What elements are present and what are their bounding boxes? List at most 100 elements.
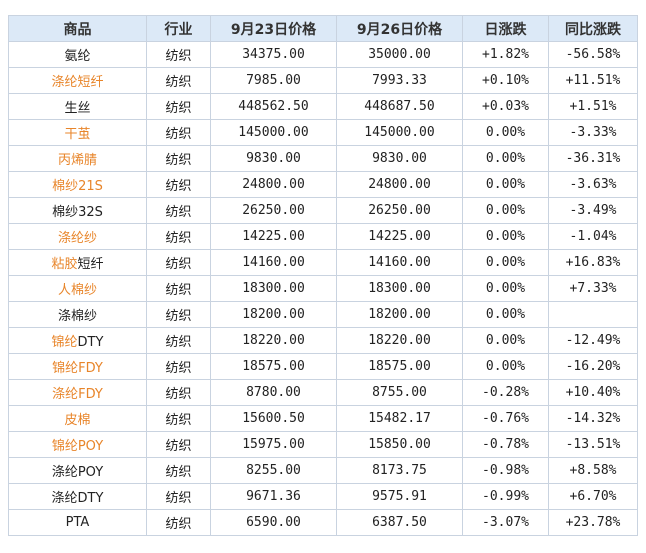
cell-daily-change: 0.00% (462, 249, 549, 276)
col-header-price-0923: 9月23日价格 (210, 15, 337, 42)
cell-commodity: 涤纶短纤 (8, 67, 147, 94)
cell-price-0923: 8255.00 (210, 457, 337, 484)
cell-industry: 纺织 (146, 275, 211, 302)
cell-industry: 纺织 (146, 379, 211, 406)
table-row: 涤棉纱 纺织 18200.00 18200.00 0.00% (8, 301, 638, 328)
cell-commodity: 涤纶DTY (8, 483, 147, 510)
cell-price-0926: 9575.91 (336, 483, 463, 510)
cell-price-0926: 18220.00 (336, 327, 463, 354)
cell-yoy-change: +10.40% (548, 379, 638, 406)
commodity-link[interactable]: 棉纱21S (52, 179, 103, 194)
cell-commodity: 锦纶DTY (8, 327, 147, 354)
commodity-link[interactable]: 涤纶短纤 (51, 75, 104, 90)
table-row: 锦纶FDY 纺织 18575.00 18575.00 0.00% -16.20% (8, 353, 638, 380)
cell-commodity: 锦纶FDY (8, 353, 147, 380)
cell-commodity: 生丝 (8, 93, 147, 120)
cell-daily-change: +0.10% (462, 67, 549, 94)
col-header-daily-change: 日涨跌 (462, 15, 549, 42)
cell-price-0923: 145000.00 (210, 119, 337, 146)
table-row: 粘胶短纤 纺织 14160.00 14160.00 0.00% +16.83% (8, 249, 638, 276)
cell-daily-change: 0.00% (462, 353, 549, 380)
cell-price-0923: 18300.00 (210, 275, 337, 302)
cell-price-0926: 15482.17 (336, 405, 463, 432)
table-row: 锦纶POY 纺织 15975.00 15850.00 -0.78% -13.51% (8, 431, 638, 458)
cell-commodity: 棉纱21S (8, 171, 147, 198)
cell-daily-change: -3.07% (462, 509, 549, 536)
cell-price-0926: 9830.00 (336, 145, 463, 172)
cell-price-0926: 15850.00 (336, 431, 463, 458)
cell-commodity: 涤棉纱 (8, 301, 147, 328)
cell-yoy-change: -3.49% (548, 197, 638, 224)
cell-price-0926: 448687.50 (336, 93, 463, 120)
cell-commodity: 丙烯腈 (8, 145, 147, 172)
cell-price-0926: 14225.00 (336, 223, 463, 250)
table-row: PTA 纺织 6590.00 6387.50 -3.07% +23.78% (8, 509, 638, 536)
table-body: 氨纶 纺织 34375.00 35000.00 +1.82% -56.58% 涤纶短纤 纺织 7… (8, 41, 638, 536)
table-row: 生丝 纺织 448562.50 448687.50 +0.03% +1.51% (8, 93, 638, 120)
cell-commodity: 人棉纱 (8, 275, 147, 302)
commodity-link[interactable]: 锦纶 (51, 335, 78, 350)
cell-yoy-change: +8.58% (548, 457, 638, 484)
cell-commodity: PTA (8, 509, 147, 536)
table-row: 涤纶FDY 纺织 8780.00 8755.00 -0.28% +10.40% (8, 379, 638, 406)
commodity-link[interactable]: 锦纶FDY (52, 361, 103, 376)
cell-yoy-change (548, 301, 638, 328)
cell-daily-change: +0.03% (462, 93, 549, 120)
cell-commodity: 皮棉 (8, 405, 147, 432)
commodity-name: 氨纶 (64, 49, 91, 64)
col-header-commodity: 商品 (8, 15, 147, 42)
cell-price-0926: 8755.00 (336, 379, 463, 406)
cell-price-0923: 24800.00 (210, 171, 337, 198)
commodity-link[interactable]: 涤纶纱 (57, 231, 97, 246)
col-header-yoy-change: 同比涨跌 (548, 15, 638, 42)
cell-daily-change: 0.00% (462, 145, 549, 172)
cell-industry: 纺织 (146, 457, 211, 484)
commodity-link[interactable]: 丙烯腈 (57, 153, 97, 168)
cell-yoy-change: +6.70% (548, 483, 638, 510)
cell-price-0923: 18220.00 (210, 327, 337, 354)
cell-price-0926: 8173.75 (336, 457, 463, 484)
cell-price-0926: 18200.00 (336, 301, 463, 328)
cell-price-0926: 35000.00 (336, 41, 463, 68)
cell-yoy-change: -16.20% (548, 353, 638, 380)
cell-yoy-change: +16.83% (548, 249, 638, 276)
cell-daily-change: 0.00% (462, 171, 549, 198)
cell-price-0926: 7993.33 (336, 67, 463, 94)
cell-industry: 纺织 (146, 327, 211, 354)
cell-daily-change: 0.00% (462, 119, 549, 146)
cell-price-0923: 448562.50 (210, 93, 337, 120)
commodity-link[interactable]: 皮棉 (64, 413, 91, 428)
cell-price-0923: 8780.00 (210, 379, 337, 406)
cell-industry: 纺织 (146, 353, 211, 380)
cell-price-0926: 26250.00 (336, 197, 463, 224)
cell-yoy-change: -13.51% (548, 431, 638, 458)
commodity-link[interactable]: 人棉纱 (57, 283, 97, 298)
cell-daily-change: -0.76% (462, 405, 549, 432)
commodity-link[interactable]: 干茧 (64, 127, 91, 142)
cell-price-0923: 34375.00 (210, 41, 337, 68)
cell-industry: 纺织 (146, 431, 211, 458)
cell-industry: 纺织 (146, 249, 211, 276)
cell-industry: 纺织 (146, 223, 211, 250)
commodity-link[interactable]: 涤纶FDY (52, 387, 103, 402)
table-row: 涤纶纱 纺织 14225.00 14225.00 0.00% -1.04% (8, 223, 638, 250)
cell-daily-change: -0.98% (462, 457, 549, 484)
cell-price-0926: 18575.00 (336, 353, 463, 380)
cell-industry: 纺织 (146, 405, 211, 432)
commodity-link[interactable]: 锦纶POY (51, 439, 104, 454)
cell-commodity: 涤纶POY (8, 457, 147, 484)
cell-industry: 纺织 (146, 483, 211, 510)
table-row: 棉纱21S 纺织 24800.00 24800.00 0.00% -3.63% (8, 171, 638, 198)
commodity-link[interactable]: 粘胶 (51, 257, 78, 272)
cell-price-0926: 18300.00 (336, 275, 463, 302)
cell-industry: 纺织 (146, 41, 211, 68)
commodity-name: 短纤 (77, 257, 104, 272)
cell-yoy-change: -1.04% (548, 223, 638, 250)
commodity-name: 生丝 (64, 101, 91, 116)
col-header-industry: 行业 (146, 15, 211, 42)
commodity-name: DTY (77, 335, 104, 350)
commodity-name: 涤纶POY (51, 465, 104, 480)
cell-yoy-change: -12.49% (548, 327, 638, 354)
cell-commodity: 锦纶POY (8, 431, 147, 458)
